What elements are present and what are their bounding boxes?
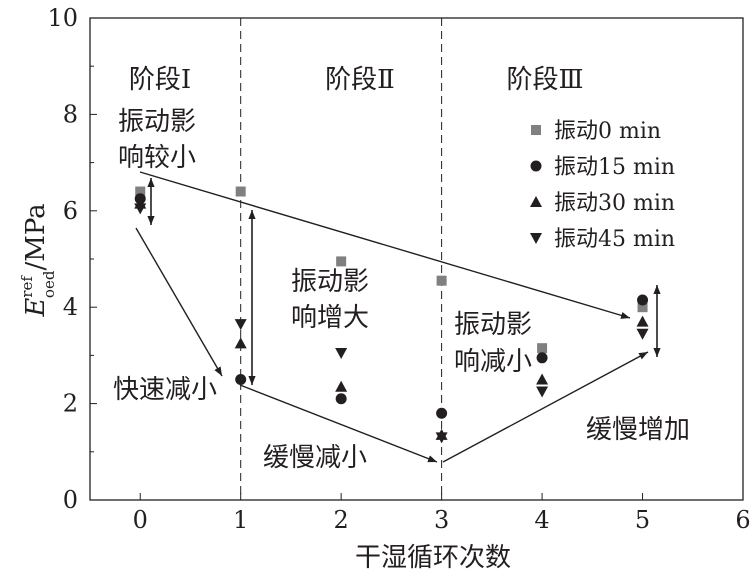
data-point-triangle-up xyxy=(536,373,549,385)
stage-3-label: 阶段Ⅲ xyxy=(506,65,583,95)
legend-marker xyxy=(530,160,542,172)
data-point-triangle-down xyxy=(536,386,549,398)
effect2-line1: 振动影 xyxy=(291,267,369,297)
legend-marker xyxy=(531,125,541,135)
x-tick-label: 1 xyxy=(233,506,248,534)
data-point-triangle-down xyxy=(636,328,649,340)
x-tick-label: 0 xyxy=(133,506,148,534)
data-point-circle xyxy=(436,407,448,419)
data-point-square xyxy=(336,256,347,267)
y-axis-label: Eref oed/MPa xyxy=(18,203,58,317)
data-point-circle xyxy=(536,352,548,364)
trend2-label: 缓慢减小 xyxy=(263,443,367,473)
y-tick-label: 6 xyxy=(63,197,78,225)
data-point-square xyxy=(135,186,146,197)
effect2-line2: 响增大 xyxy=(291,303,369,333)
data-point-circle xyxy=(637,294,649,306)
y-tick-label: 8 xyxy=(63,100,78,128)
trend-arrow xyxy=(442,351,649,463)
trend-arrow xyxy=(239,384,438,463)
legend-marker xyxy=(530,233,542,244)
effect1-line2: 响较小 xyxy=(118,143,196,173)
stage-2-label: 阶段Ⅱ xyxy=(325,65,395,95)
legend-label: 振动45 min xyxy=(554,227,675,252)
legend-label: 振动0 min xyxy=(554,119,661,144)
data-point-triangle-up xyxy=(234,337,247,349)
legend-label: 振动15 min xyxy=(554,155,675,180)
x-tick-label: 5 xyxy=(635,506,650,534)
data-point-triangle-up xyxy=(335,380,348,392)
effect3-line2: 响减小 xyxy=(454,347,532,377)
legend-label: 振动30 min xyxy=(554,191,675,216)
trend3-label: 缓慢增加 xyxy=(586,415,690,445)
x-tick-label: 2 xyxy=(334,506,349,534)
data-point-triangle-down xyxy=(234,319,247,331)
x-tick-label: 3 xyxy=(434,506,449,534)
y-tick-label: 10 xyxy=(47,4,78,32)
effect1-line1: 振动影 xyxy=(118,107,196,137)
trend-arrow xyxy=(135,227,223,377)
legend-marker xyxy=(530,196,542,207)
data-point-square xyxy=(235,186,246,197)
x-tick-label: 4 xyxy=(534,506,549,534)
effect3-line1: 振动影 xyxy=(454,310,532,340)
y-tick-label: 4 xyxy=(63,293,78,321)
trend-arrow xyxy=(139,171,631,319)
y-tick-label: 2 xyxy=(63,390,78,418)
y-tick-label: 0 xyxy=(63,486,78,514)
data-point-triangle-up xyxy=(636,315,649,327)
data-point-triangle-down xyxy=(435,432,448,444)
data-point-triangle-down xyxy=(335,347,348,359)
stage-1-label: 阶段Ⅰ xyxy=(129,65,191,95)
data-point-square xyxy=(537,343,548,354)
data-point-triangle-down xyxy=(134,203,147,215)
trend1-label: 快速减小 xyxy=(113,375,217,405)
x-axis-label: 干湿循环次数 xyxy=(355,543,511,573)
x-tick-label: 6 xyxy=(735,506,750,534)
data-point-circle xyxy=(235,374,247,385)
data-point-circle xyxy=(335,393,347,405)
data-point-square xyxy=(436,275,447,286)
data-point-square xyxy=(637,302,648,313)
